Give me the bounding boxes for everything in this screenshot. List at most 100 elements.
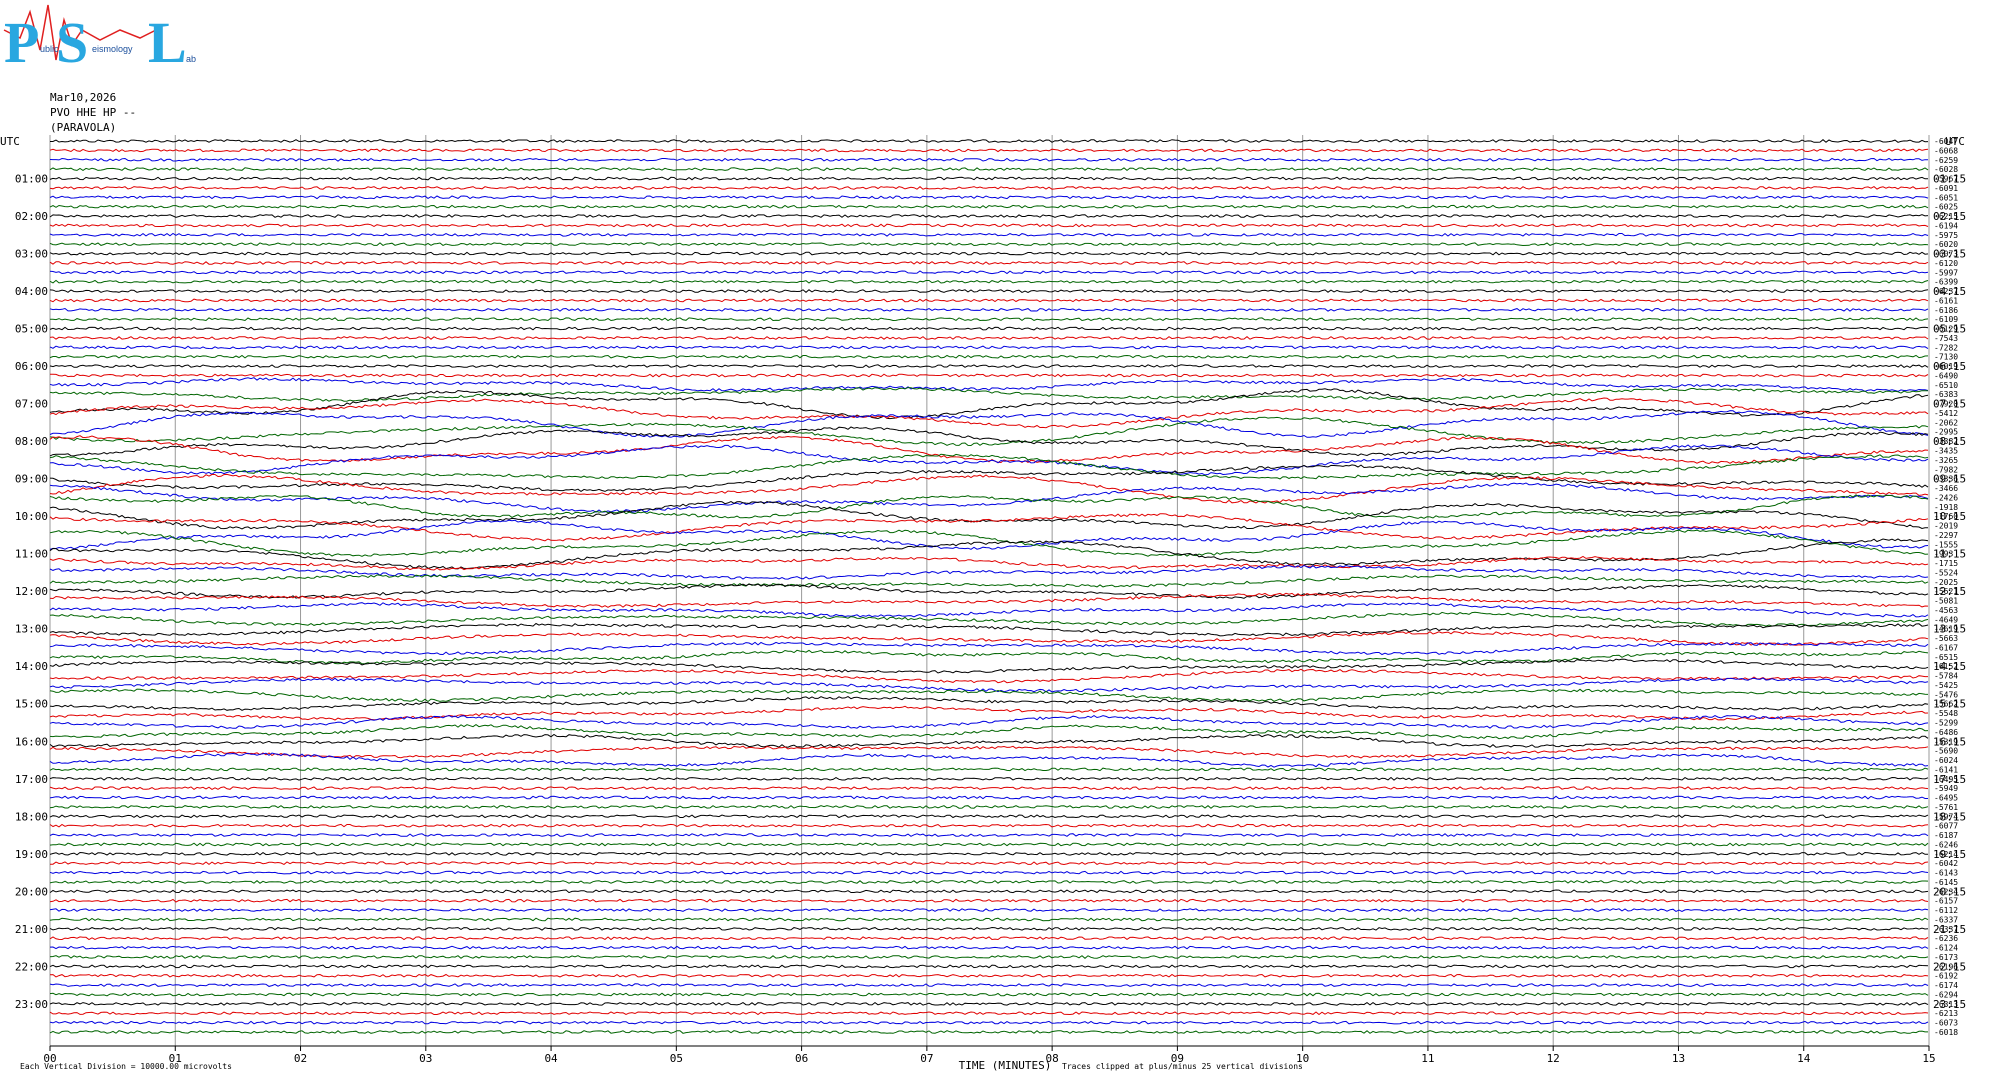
trace (49, 564, 1929, 580)
trace (49, 696, 1929, 711)
x-tick-label: 15 (1922, 1052, 1935, 1065)
trace-offset: -6196 (1934, 962, 1958, 971)
trace (49, 494, 1929, 519)
logo-s: S (56, 10, 88, 75)
trace (49, 786, 1929, 791)
right-time-label: 07:15 (1933, 398, 1966, 411)
x-tick-label: 04 (544, 1052, 558, 1065)
trace (49, 641, 1929, 656)
trace-offset: -6486 (1934, 728, 1958, 737)
trace-offset: -5548 (1934, 709, 1958, 718)
trace-offset: -3265 (1934, 456, 1958, 465)
left-time-label: 05:00 (15, 323, 48, 336)
trace-offset: -1715 (1934, 559, 1958, 568)
trace (49, 336, 1929, 340)
left-time-label: 10:00 (15, 510, 48, 523)
trace-offset: -6141 (1934, 765, 1958, 774)
x-tick-label: 05 (670, 1052, 683, 1065)
left-time-label: 21:00 (15, 923, 48, 936)
trace-offset: -5299 (1934, 718, 1958, 727)
trace-offset: -6042 (1934, 859, 1958, 868)
trace-offset: -1918 (1934, 503, 1958, 512)
trace (49, 426, 1929, 457)
trace-offset: -5974 (1934, 812, 1958, 821)
right-time-label: 16:15 (1933, 735, 1966, 748)
trace-offset: -1760 (1934, 512, 1958, 521)
trace (49, 555, 1929, 571)
trace-offset: -6124 (1934, 944, 1958, 953)
trace (49, 592, 1929, 608)
trace-offset: -5975 (1934, 231, 1958, 240)
trace-offset: -5662 (1934, 700, 1958, 709)
trace-offset: -2019 (1934, 522, 1958, 531)
trace-offset: -993 (1934, 550, 1953, 559)
x-axis-title: TIME (MINUTES) (959, 1059, 1052, 1072)
trace-offset: -7920 (1934, 400, 1958, 409)
trace-offset: -6073 (1934, 250, 1958, 259)
trace-offset: -6259 (1934, 156, 1958, 165)
right-time-label: 06:15 (1933, 360, 1966, 373)
trace (49, 767, 1929, 772)
trace (49, 677, 1929, 693)
trace (49, 583, 1929, 599)
right-time-label: 17:15 (1933, 773, 1966, 786)
trace-offset: -6091 (1934, 184, 1958, 193)
trace-offset: -4563 (1934, 606, 1958, 615)
left-time-label: 08:00 (15, 435, 48, 448)
trace (49, 1011, 1929, 1016)
trace (49, 715, 1929, 729)
x-tick-label: 01 (169, 1052, 182, 1065)
trace (49, 500, 1928, 530)
trace-offset: -6495 (1934, 775, 1958, 784)
trace-offset: -6213 (1934, 1009, 1958, 1018)
trace (49, 879, 1929, 884)
trace (49, 148, 1929, 153)
left-time-label: 13:00 (15, 623, 48, 636)
trace-offset: -5690 (1934, 747, 1958, 756)
trace-offset: -6028 (1934, 165, 1958, 174)
trace (49, 723, 1929, 740)
trace (49, 842, 1929, 847)
trace (49, 1020, 1929, 1025)
left-time-label: 17:00 (15, 773, 48, 786)
trace-offset: -5425 (1934, 681, 1958, 690)
trace-offset: -6337 (1934, 915, 1958, 924)
trace-offset: -6167 (1934, 643, 1958, 652)
trace (49, 298, 1929, 303)
trace-offset: -6490 (1934, 371, 1958, 380)
trace (49, 795, 1928, 800)
x-tick-label: 12 (1547, 1052, 1560, 1065)
trace-offset: -5997 (1934, 268, 1958, 277)
trace-offset: -5081 (1934, 597, 1958, 606)
trace (49, 388, 1929, 420)
trace (49, 745, 1929, 759)
right-time-label: 05:15 (1933, 323, 1966, 336)
logo-l: L (148, 10, 187, 75)
left-time-label: 19:00 (15, 848, 48, 861)
station: PVO HHE HP -- (50, 106, 136, 119)
trace-offset: -6214 (1934, 850, 1958, 859)
division-note: Each Vertical Division = 10000.00 microv… (20, 1062, 232, 1071)
left-time-label: 12:00 (15, 585, 48, 598)
trace (49, 983, 1929, 987)
trace (49, 804, 1929, 809)
trace-offset: -5949 (1934, 784, 1958, 793)
x-tick-label: 03 (419, 1052, 432, 1065)
left-time-label: 23:00 (15, 998, 48, 1011)
left-time-label: 03:00 (15, 248, 48, 261)
left-time-label: 14:00 (15, 660, 48, 673)
trace (49, 307, 1929, 312)
trace (49, 1030, 1928, 1034)
trace (49, 513, 1929, 542)
trace-offset: -6192 (1934, 972, 1958, 981)
trace (49, 157, 1929, 162)
trace (49, 814, 1929, 819)
trace (49, 733, 1929, 748)
right-time-label: 14:15 (1933, 660, 1966, 673)
trace-offset: -2297 (1934, 531, 1958, 540)
trace (49, 464, 1929, 493)
trace (49, 538, 1929, 570)
x-tick-label: 00 (43, 1052, 56, 1065)
trace (49, 908, 1929, 913)
